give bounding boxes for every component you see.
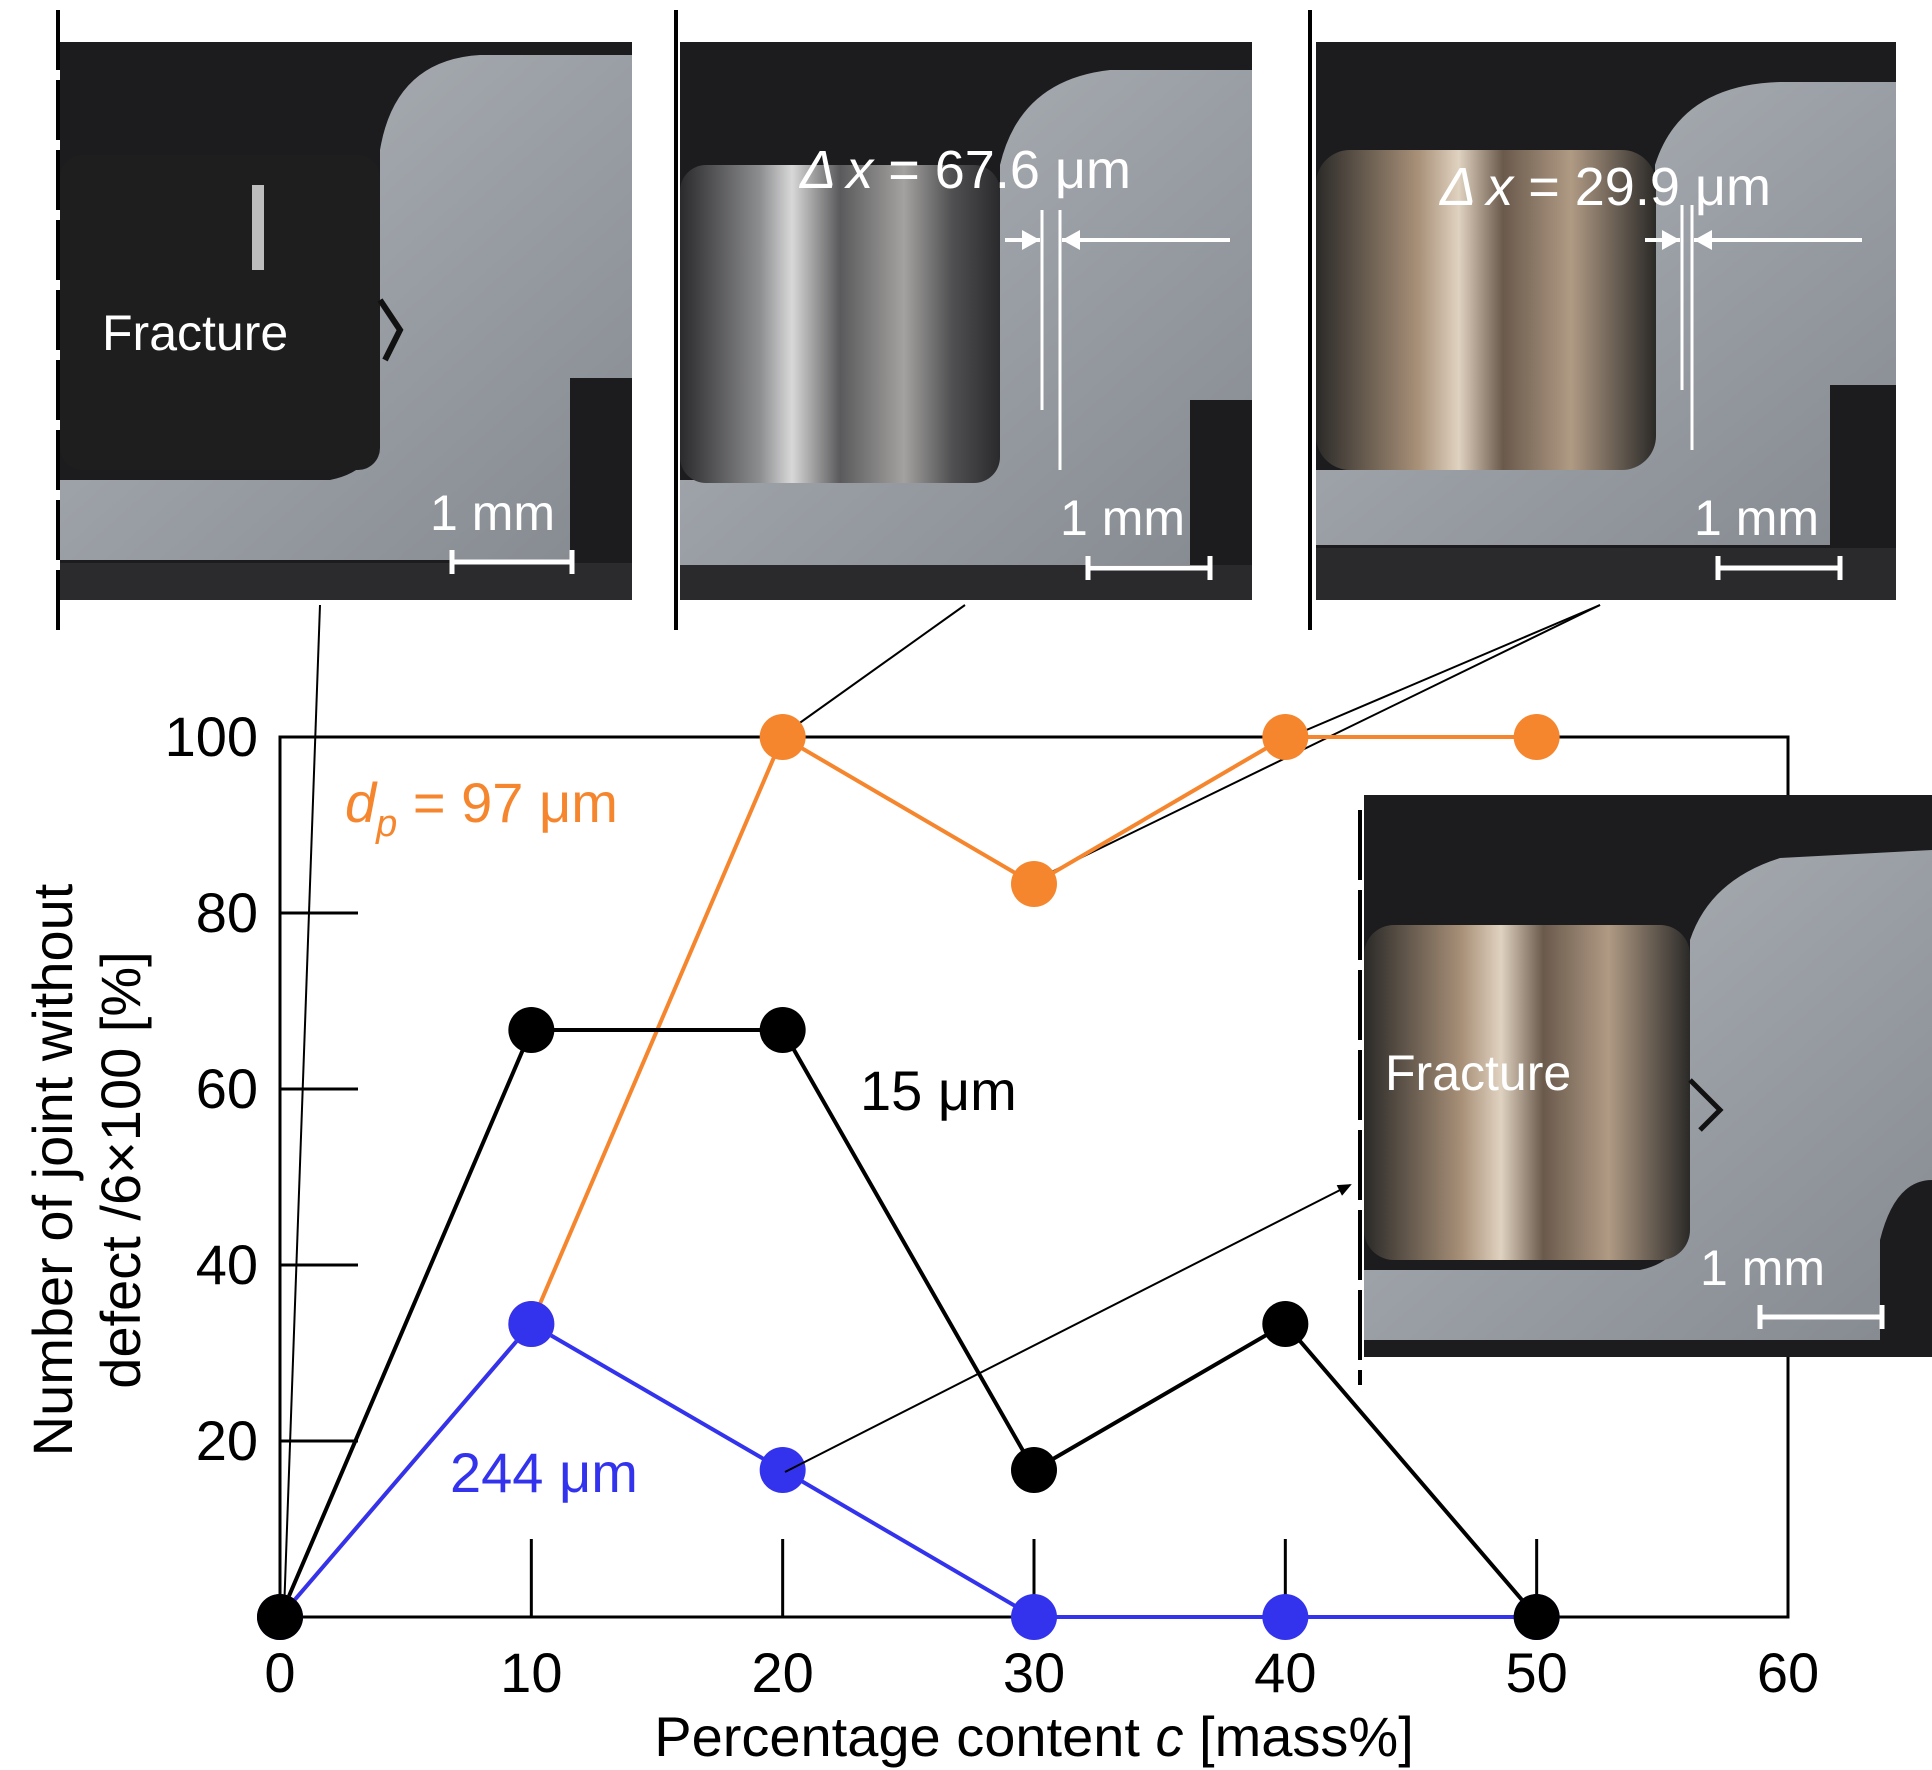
data-point [1011,860,1057,907]
scale-bar-label: 1 mm [430,485,555,541]
micrograph-inset-fracture-20: Fracture 1 mm [1358,795,1932,1385]
arrow-to-inset-4 [784,1184,1352,1473]
data-point [1011,1594,1057,1640]
punch-pin [1316,150,1656,470]
scale-bar-label: 1 mm [1694,490,1819,546]
x-tick-label: 50 [1506,1641,1568,1704]
x-axis-title-before: Percentage content [654,1705,1155,1768]
delta-value: = 29.9 μm [1513,157,1771,217]
delta-value: = 67.6 μm [873,140,1131,200]
dx-arrowhead-right [1062,230,1080,250]
x-tick-labels: 0 10 20 30 40 50 60 [264,1641,1819,1704]
leader-line-inset-1 [283,604,321,1613]
series-points [257,714,1560,1640]
series-label-97um: dp = 97 μm [345,771,618,845]
label-eq: = 97 μm [397,771,618,834]
dx-arrowhead-left [1662,230,1680,250]
y-tick-label: 40 [196,1233,258,1296]
bottom-gap [60,563,632,600]
punch-pin [1364,925,1690,1260]
x-axis-title-after: [mass%] [1183,1705,1413,1768]
punch-cavity [60,155,380,470]
data-point [508,1007,555,1054]
x-axis-title: Percentage content c [mass%] [654,1705,1414,1768]
fracture-crack [377,298,404,362]
y-tick-label: 100 [165,705,258,768]
data-point [257,1594,303,1640]
y-axis-title: Number of joint without defect /6×100 [%… [21,883,152,1456]
x-tick-label: 20 [752,1641,814,1704]
y-tick-label: 20 [196,1409,258,1472]
micrograph-inset-fracture-0: Fracture 1 mm [56,10,632,630]
x-tick-label: 30 [1003,1641,1065,1704]
axis-ticks [280,911,1539,1617]
fracture-crack [1688,1078,1724,1132]
leader-line-inset-3b [1289,604,1601,738]
y-tick-label: 80 [196,881,258,944]
series-lines [278,734,1539,1619]
workpiece-section [1364,850,1932,1340]
x-tick-label: 10 [500,1641,562,1704]
data-point [1262,1594,1309,1640]
scale-bar-label: 1 mm [1700,1240,1825,1296]
inset-label: Fracture [102,305,288,361]
data-point [1262,714,1309,760]
workpiece-section [1316,82,1896,545]
x-tick-label: 40 [1254,1641,1316,1704]
leader-line-inset-2 [779,604,966,738]
y-axis-title-line-2: defect /6×100 [%] [89,951,152,1388]
dx-arrowhead-right [1694,230,1712,250]
data-point [759,714,806,760]
delta-var: x [1483,157,1515,217]
delta-symbol: Δ [798,140,836,200]
y-axis-title-line-1: Number of joint without [21,883,84,1456]
plot-area [257,714,1790,1640]
y-tick-label: 60 [196,1057,258,1120]
inset-label: Fracture [1385,1045,1571,1101]
x-tick-label: 0 [264,1641,295,1704]
data-point [1011,1447,1057,1494]
data-point [1513,1594,1560,1640]
bottom-gap [680,565,1252,600]
data-point [508,1300,555,1347]
data-point [1513,714,1560,760]
pin-highlight [252,185,264,270]
x-axis-title-var: c [1155,1705,1183,1768]
series-line [278,1321,1537,1619]
delta-var: x [843,140,875,200]
series-line [278,1028,1539,1619]
data-point [759,1007,806,1054]
series-label-244um: 244 μm [450,1441,638,1504]
leader-line-inset-3a [1034,604,1601,881]
workpiece-section [60,55,632,560]
label-sub: p [375,803,397,845]
scale-bar-label: 1 mm [1060,490,1185,546]
data-point [759,1447,806,1494]
workpiece-section [680,70,1252,565]
delta-symbol: Δ [1438,157,1476,217]
punch-pin [680,165,1000,483]
dx-arrowhead-left [1022,230,1040,250]
data-point [1262,1300,1309,1347]
y-tick-labels: 20 40 60 80 100 [165,705,258,1472]
label-var: d [345,771,378,834]
bottom-gap [1316,548,1896,600]
series-label-15um: 15 μm [860,1059,1017,1122]
x-tick-label: 60 [1757,1641,1819,1704]
